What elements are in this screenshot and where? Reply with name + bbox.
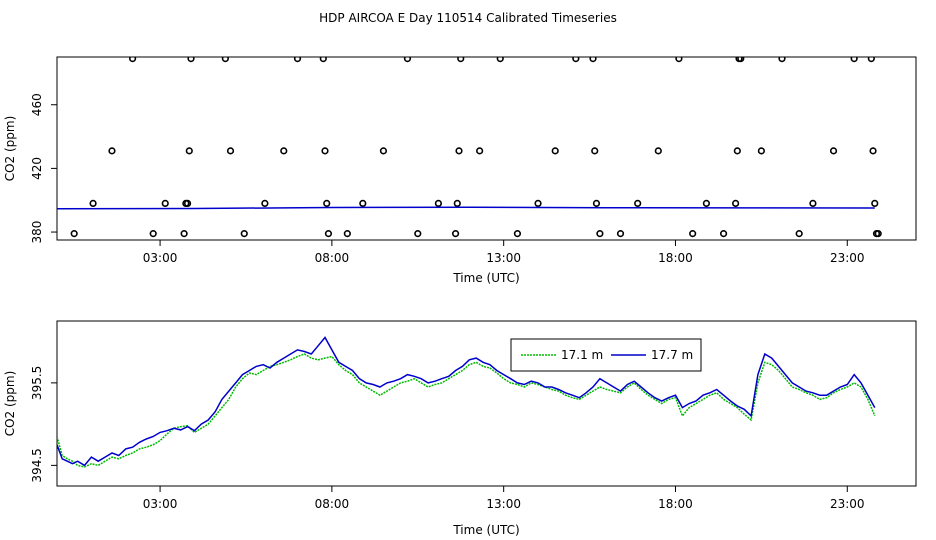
x-tick-label: 23:00	[830, 251, 865, 265]
y-tick-label: 394.5	[30, 448, 44, 482]
legend: 17.1 m 17.7 m	[510, 338, 702, 372]
data-point	[455, 147, 463, 155]
data-point	[108, 147, 116, 155]
data-point	[534, 199, 542, 207]
data-point	[324, 230, 333, 238]
data-point	[654, 147, 662, 155]
data-point	[719, 230, 728, 238]
data-point	[183, 199, 192, 207]
data-point	[453, 199, 461, 207]
legend-entry-label: 17.7 m	[651, 348, 693, 362]
data-point	[809, 199, 817, 207]
figure-title: HDP AIRCOA E Day 110514 Calibrated Times…	[319, 11, 617, 25]
data-point	[128, 57, 137, 63]
data-point	[689, 230, 697, 238]
plot-frame	[56, 56, 917, 241]
data-point	[850, 57, 858, 63]
data-point	[321, 147, 329, 155]
x-axis-label: Time (UTC)	[452, 523, 519, 537]
data-point	[451, 230, 460, 238]
data-point	[757, 147, 765, 155]
series-group	[57, 57, 882, 238]
x-axis-label: Time (UTC)	[452, 271, 519, 285]
data-point	[702, 199, 711, 207]
data-point	[149, 230, 157, 238]
data-point	[737, 57, 745, 63]
co2-scatter-panel: 03:00 08:00 13:00 18:00 23:00 Time (UTC) 380 42…	[3, 56, 917, 285]
data-point	[280, 147, 288, 155]
data-point	[874, 230, 882, 238]
data-point	[592, 199, 601, 207]
data-point	[496, 57, 504, 63]
y-tick-label: 460	[30, 93, 44, 116]
data-point	[161, 199, 169, 207]
data-point	[513, 230, 522, 238]
data-point	[70, 230, 78, 238]
y-axis-label: CO2 (ppm)	[3, 371, 17, 437]
data-point	[476, 147, 484, 155]
x-tick-label: 13:00	[486, 497, 521, 511]
data-point	[732, 199, 740, 207]
series-line	[57, 206, 875, 210]
data-point	[185, 147, 193, 155]
x-tick-label: 18:00	[658, 251, 693, 265]
data-point	[634, 199, 642, 207]
data-point	[187, 57, 195, 63]
x-tick-label: 13:00	[486, 251, 521, 265]
y-tick-label: 380	[30, 221, 44, 244]
data-point	[457, 57, 465, 63]
data-point	[89, 199, 97, 207]
data-point	[319, 57, 327, 63]
data-point	[572, 57, 580, 63]
data-point	[379, 147, 388, 155]
data-point	[589, 57, 597, 63]
data-point	[261, 199, 269, 207]
data-point	[434, 199, 442, 207]
data-point	[829, 147, 838, 155]
data-point	[293, 57, 302, 63]
y-tick-label: 395.5	[30, 366, 44, 400]
y-axis-label: CO2 (ppm)	[3, 116, 17, 182]
x-tick-label: 03:00	[143, 251, 178, 265]
legend-entry-label: 17.1 m	[561, 348, 603, 362]
x-tick-label: 03:00	[143, 497, 178, 511]
data-point	[733, 147, 741, 155]
data-point	[180, 230, 188, 238]
x-tick-label: 08:00	[315, 497, 350, 511]
data-point	[240, 230, 248, 238]
plot-frame	[56, 320, 917, 487]
data-point	[591, 147, 599, 155]
data-point	[867, 57, 875, 63]
data-point	[343, 230, 351, 238]
y-tick-label: 420	[30, 157, 44, 180]
data-point	[778, 57, 786, 63]
series-group	[57, 336, 876, 468]
data-point	[871, 199, 879, 207]
data-point	[414, 230, 422, 238]
data-point	[221, 57, 229, 63]
x-tick-label: 23:00	[830, 497, 865, 511]
data-point	[551, 147, 559, 155]
data-point	[869, 147, 877, 155]
x-tick-label: 08:00	[315, 251, 350, 265]
data-point	[323, 199, 331, 207]
data-point	[675, 57, 683, 63]
series-line-17-7-m	[57, 336, 876, 467]
data-point	[795, 230, 803, 238]
data-point	[596, 230, 604, 238]
data-point	[226, 147, 235, 155]
x-tick-label: 18:00	[658, 497, 693, 511]
co2-timeseries-panel: 03:00 08:00 13:00 18:00 23:00 Time (UTC) 394.5…	[3, 320, 917, 537]
data-point	[403, 57, 412, 63]
data-point	[616, 230, 625, 238]
data-point	[359, 199, 367, 207]
